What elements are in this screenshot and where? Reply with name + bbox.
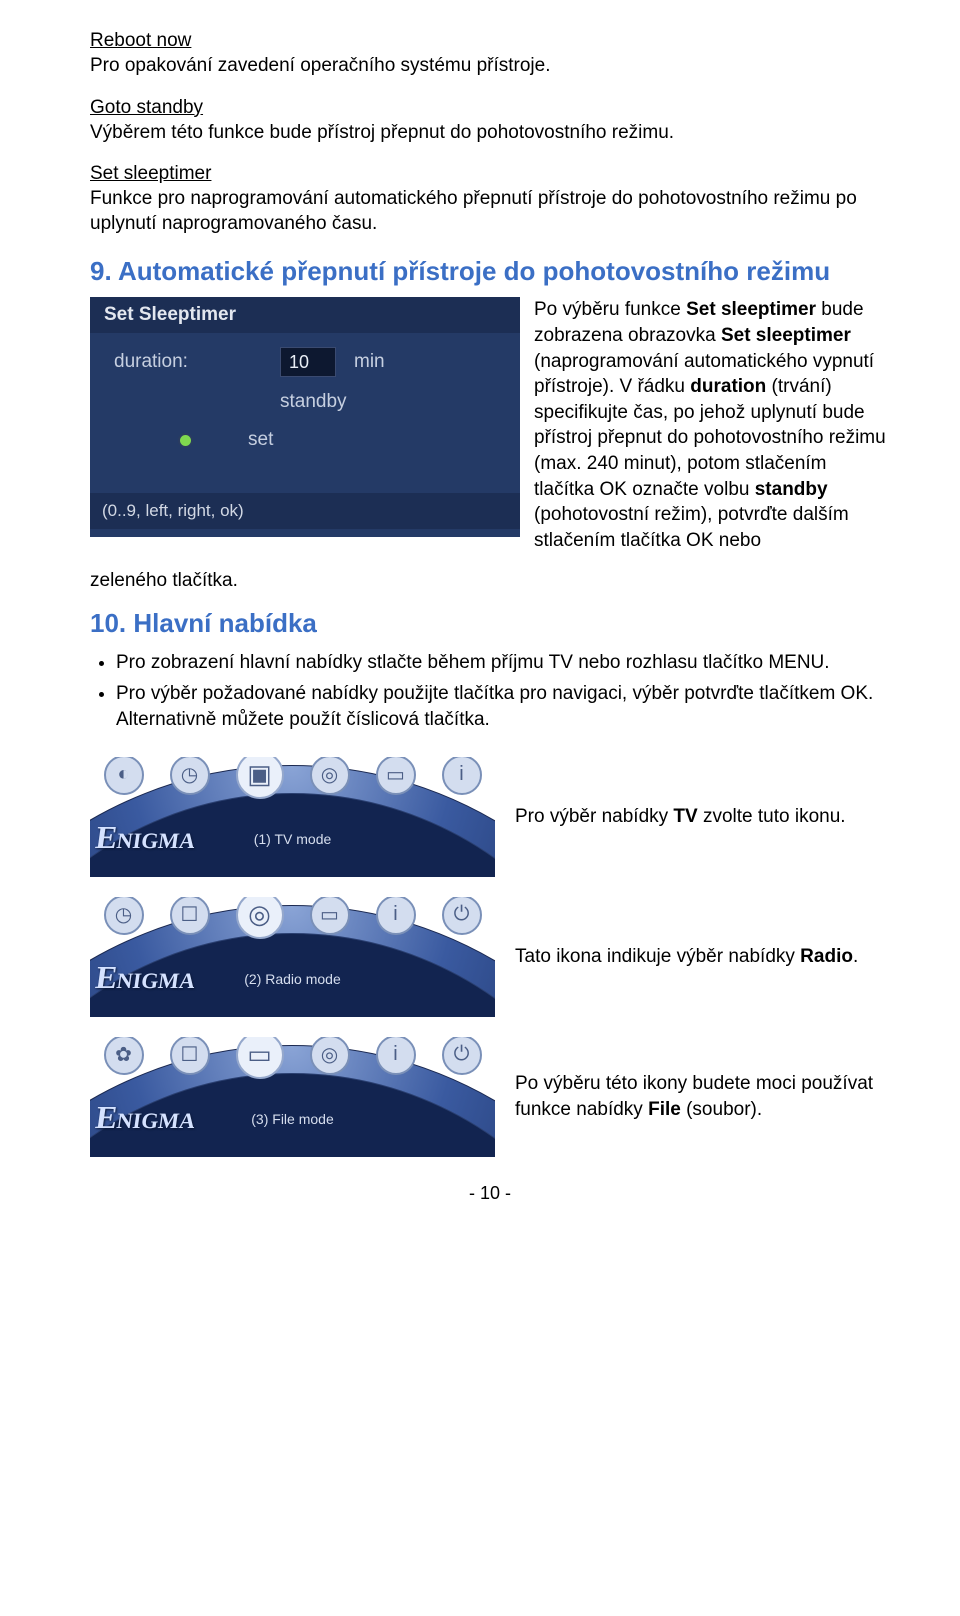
section-9-tail: zeleného tlačítka. — [90, 568, 890, 594]
tv-mode-block: ◐ ◷ ▣ ◎ ▭ i EENIGMANIGMA (1) TV mode Pro… — [90, 757, 890, 877]
goto-standby-title: Goto standby — [90, 97, 890, 119]
cd-icon: ◎ — [236, 897, 284, 939]
section-10-heading: 10. Hlavní nabídka — [90, 607, 890, 640]
tv-icon: ▣ — [236, 757, 284, 799]
sleeptimer-panel-title: Set Sleeptimer — [90, 297, 520, 333]
radio-mode-label: (2) Radio mode — [90, 971, 495, 987]
radio-mode-block: ◷ ☐ ◎ ▭ i ⏻ ENIGMA (2) Radio mode Tato i… — [90, 897, 890, 1017]
set-sleeptimer-title: Set sleeptimer — [90, 163, 890, 185]
sleeptimer-panel-body: duration: min standby set — [90, 333, 520, 493]
set-sleeptimer-text: Funkce pro naprogramování automatického … — [90, 187, 890, 236]
folder-icon: ▭ — [236, 1037, 284, 1079]
section-10-bullets: Pro zobrazení hlavní nabídky stlačte běh… — [90, 650, 890, 733]
file-mode-block: ✿ ☐ ▭ ◎ i ⏻ ENIGMA (3) File mode Po výbě… — [90, 1037, 890, 1157]
reboot-title: Reboot now — [90, 30, 890, 52]
bullet-2: Pro výběr požadované nabídky použijte tl… — [116, 681, 890, 732]
file-mode-label: (3) File mode — [90, 1111, 495, 1127]
folder-icon: ▭ — [376, 757, 416, 795]
tv2-icon: ☐ — [170, 897, 210, 935]
info-icon: i — [376, 1037, 416, 1075]
tv-mode-figure: ◐ ◷ ▣ ◎ ▭ i EENIGMANIGMA (1) TV mode — [90, 757, 495, 877]
file-mode-icons: ✿ ☐ ▭ ◎ i ⏻ — [90, 1037, 495, 1085]
clock-icon: ◷ — [170, 757, 210, 795]
page-number: - 10 - — [90, 1183, 890, 1204]
radio-mode-figure: ◷ ☐ ◎ ▭ i ⏻ ENIGMA (2) Radio mode — [90, 897, 495, 1017]
sleeptimer-helper: (0..9, left, right, ok) — [90, 493, 520, 529]
duration-input[interactable] — [280, 347, 336, 377]
sleeptimer-panel: Set Sleeptimer duration: min standby set… — [90, 297, 520, 537]
reboot-text: Pro opakování zavedení operačního systém… — [90, 54, 890, 79]
set-radio[interactable] — [178, 433, 193, 448]
section-9-heading: 9. Automatické přepnutí přístroje do poh… — [90, 255, 890, 288]
bullet-1: Pro zobrazení hlavní nabídky stlačte běh… — [116, 650, 890, 676]
info-icon: i — [442, 757, 482, 795]
duration-unit: min — [354, 351, 385, 373]
tv2-icon: ☐ — [170, 1037, 210, 1075]
file-mode-text: Po výběru této ikony budete moci používa… — [515, 1071, 890, 1122]
set-label: set — [248, 429, 273, 451]
folder-icon: ▭ — [310, 897, 350, 935]
game-icon: ◐ — [104, 757, 144, 795]
cd-icon: ◎ — [310, 1037, 350, 1075]
tv-mode-label: (1) TV mode — [90, 831, 495, 847]
section-9-row: Set Sleeptimer duration: min standby set… — [90, 297, 890, 553]
duration-label: duration: — [114, 351, 188, 373]
info-icon: i — [376, 897, 416, 935]
radio-mode-icons: ◷ ☐ ◎ ▭ i ⏻ — [90, 897, 495, 945]
clock-icon: ◷ — [104, 897, 144, 935]
goto-standby-text: Výběrem této funkce bude přístroj přepnu… — [90, 121, 890, 146]
cd-icon: ◎ — [310, 757, 350, 795]
power-icon: ⏻ — [442, 897, 482, 935]
standby-label: standby — [280, 391, 347, 413]
section-9-paragraph: Po výběru funkce Set sleeptimer bude zob… — [534, 297, 890, 553]
tv-mode-text: Pro výběr nabídky TV zvolte tuto ikonu. — [515, 804, 846, 830]
tv-mode-icons: ◐ ◷ ▣ ◎ ▭ i — [90, 757, 495, 805]
file-mode-figure: ✿ ☐ ▭ ◎ i ⏻ ENIGMA (3) File mode — [90, 1037, 495, 1157]
power-icon: ⏻ — [442, 1037, 482, 1075]
gear-icon: ✿ — [104, 1037, 144, 1075]
radio-mode-text: Tato ikona indikuje výběr nabídky Radio. — [515, 944, 858, 970]
